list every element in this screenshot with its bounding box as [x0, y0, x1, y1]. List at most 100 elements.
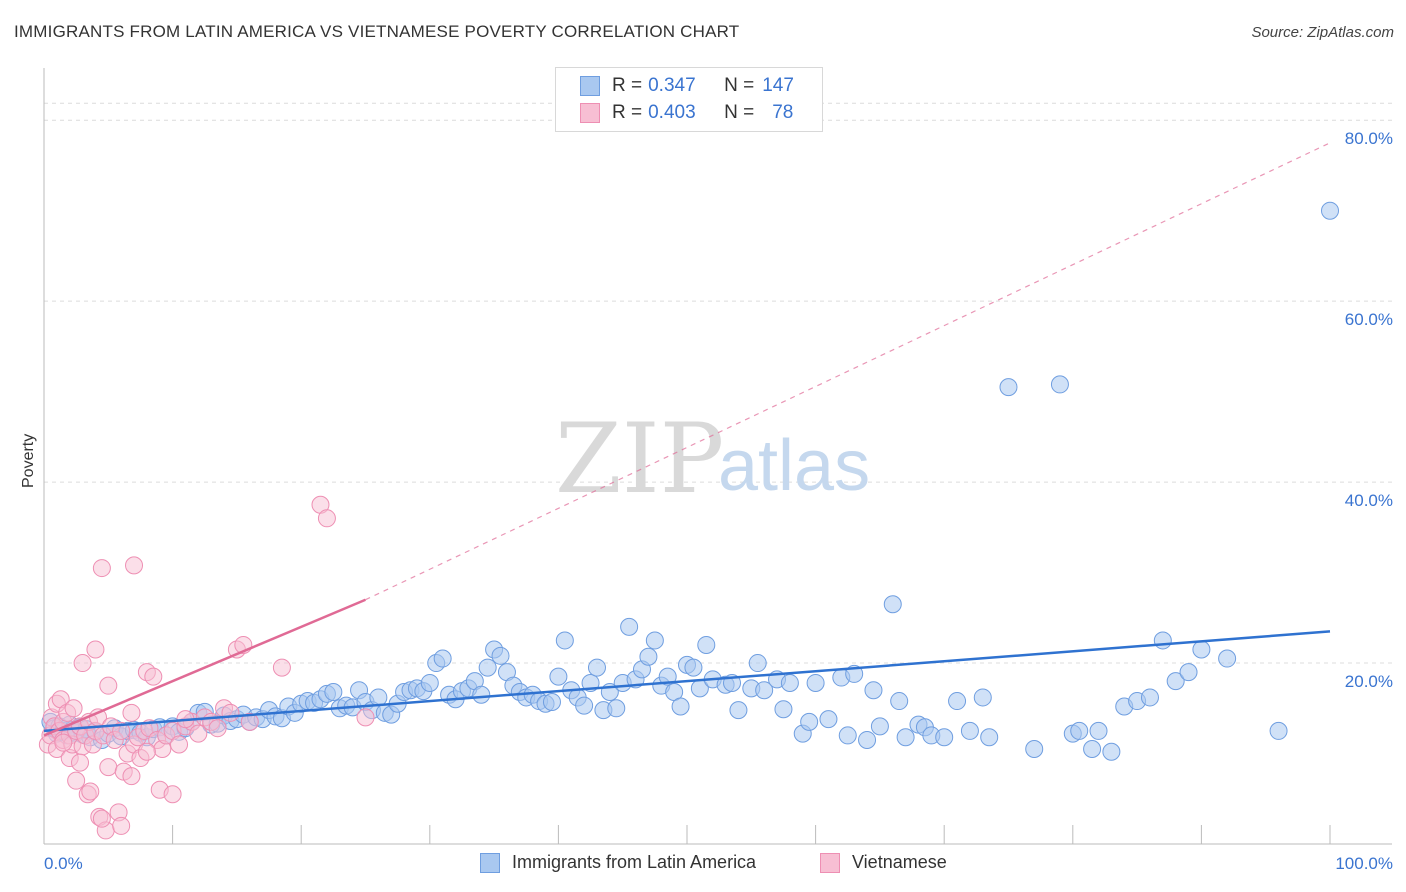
data-point-vietnamese: [356, 708, 375, 727]
blue-swatch: [480, 852, 500, 873]
y-tick-label: 80.0%: [1345, 129, 1393, 148]
watermark-zip: ZIP: [555, 403, 724, 515]
data-point-latin-america: [780, 673, 799, 692]
data-point-latin-america: [755, 681, 774, 700]
data-point-vietnamese: [67, 771, 86, 790]
data-point-vietnamese: [221, 703, 240, 722]
data-point-latin-america: [838, 726, 857, 745]
data-point-latin-america: [1050, 375, 1069, 394]
data-point-vietnamese: [112, 816, 131, 835]
data-point-latin-america: [645, 631, 664, 650]
data-point-latin-america: [883, 595, 902, 614]
data-point-latin-america: [864, 681, 883, 700]
data-point-latin-america: [587, 658, 606, 677]
legend-item-latin-america: Immigrants from Latin America: [480, 852, 756, 873]
data-point-latin-america: [774, 700, 793, 719]
data-point-latin-america: [1218, 649, 1237, 668]
x-tick-label: 0.0%: [44, 854, 83, 873]
data-point-vietnamese: [92, 809, 111, 828]
source-label: Source: ZipAtlas.com: [1251, 24, 1394, 41]
data-point-latin-america: [639, 647, 658, 666]
data-point-latin-america: [472, 685, 491, 704]
data-point-latin-america: [819, 710, 838, 729]
data-point-latin-america: [671, 697, 690, 716]
data-point-latin-america: [542, 692, 561, 711]
data-point-latin-america: [980, 728, 999, 747]
data-point-latin-america: [806, 673, 825, 692]
r-label: R =: [612, 102, 643, 123]
pink-swatch: [820, 852, 840, 873]
chart-title: IMMIGRANTS FROM LATIN AMERICA VS VIETNAM…: [14, 22, 740, 41]
series-vietnamese-points: [38, 495, 375, 840]
data-point-latin-america: [1166, 672, 1185, 691]
tick-labels: 20.0% 40.0% 60.0% 80.0% 0.0% 100.0%: [44, 129, 1393, 873]
data-point-latin-america: [549, 667, 568, 686]
data-point-latin-america: [607, 699, 626, 718]
data-point-latin-america: [620, 617, 639, 636]
data-point-latin-america: [684, 658, 703, 677]
watermark-atlas: atlas: [718, 426, 870, 506]
r-value: 0.347: [648, 75, 696, 96]
data-point-vietnamese: [272, 658, 291, 677]
legend-item-vietnamese: Vietnamese: [820, 852, 947, 873]
data-point-vietnamese: [92, 559, 111, 578]
data-point-vietnamese: [240, 712, 259, 731]
data-point-latin-america: [999, 378, 1018, 397]
grid-lines: [44, 102, 1392, 664]
data-point-latin-america: [896, 728, 915, 747]
data-point-vietnamese: [99, 758, 118, 777]
data-point-latin-america: [697, 635, 716, 654]
n-label: N =: [724, 102, 755, 123]
data-point-latin-america: [948, 692, 967, 711]
data-point-latin-america: [1140, 688, 1159, 707]
data-point-latin-america: [890, 692, 909, 711]
data-point-latin-america: [935, 728, 954, 747]
series-legend: Immigrants from Latin America Vietnamese: [0, 852, 1406, 878]
legend-row-pink: R = 0.403 N = 78: [580, 100, 793, 126]
data-point-vietnamese: [112, 721, 131, 740]
data-point-latin-america: [973, 688, 992, 707]
data-point-latin-america: [1083, 740, 1102, 759]
data-point-vietnamese: [189, 724, 208, 743]
data-point-latin-america: [478, 658, 497, 677]
n-label: N =: [724, 75, 755, 96]
data-point-latin-america: [1102, 742, 1121, 761]
trend-extension-vietnamese: [365, 142, 1331, 601]
data-point-vietnamese: [73, 654, 92, 673]
r-label: R =: [612, 75, 643, 96]
data-point-vietnamese: [99, 676, 118, 695]
data-point-vietnamese: [137, 742, 156, 761]
pink-swatch: [580, 103, 600, 123]
data-point-vietnamese: [86, 640, 105, 659]
data-point-latin-america: [870, 717, 889, 736]
data-point-latin-america: [658, 667, 677, 686]
data-point-latin-america: [433, 649, 452, 668]
n-value: 147: [762, 75, 794, 96]
data-point-latin-america: [491, 646, 510, 665]
watermark: ZIP atlas: [555, 403, 870, 515]
data-point-vietnamese: [122, 703, 141, 722]
data-point-latin-america: [1321, 201, 1339, 220]
data-point-latin-america: [1192, 640, 1211, 659]
trend-line-latin-america: [43, 630, 1331, 733]
legend-label: Vietnamese: [852, 852, 947, 872]
legend-row-blue: R = 0.347 N = 147: [580, 73, 794, 99]
data-point-latin-america: [800, 712, 819, 731]
data-point-latin-america: [1179, 663, 1198, 682]
data-point-latin-america: [858, 730, 877, 749]
data-point-latin-america: [1153, 631, 1172, 650]
data-point-latin-america: [420, 673, 439, 692]
n-value: 78: [772, 102, 794, 123]
legend-label: Immigrants from Latin America: [512, 852, 757, 872]
y-tick-label: 60.0%: [1345, 310, 1393, 329]
data-point-vietnamese: [125, 556, 144, 575]
blue-swatch: [580, 76, 600, 96]
data-point-latin-america: [1269, 721, 1288, 740]
data-point-vietnamese: [122, 767, 141, 786]
data-point-latin-america: [960, 721, 979, 740]
data-point-latin-america: [575, 696, 594, 715]
data-point-vietnamese: [170, 735, 189, 754]
data-point-vietnamese: [54, 733, 73, 752]
data-point-vietnamese: [64, 699, 83, 718]
